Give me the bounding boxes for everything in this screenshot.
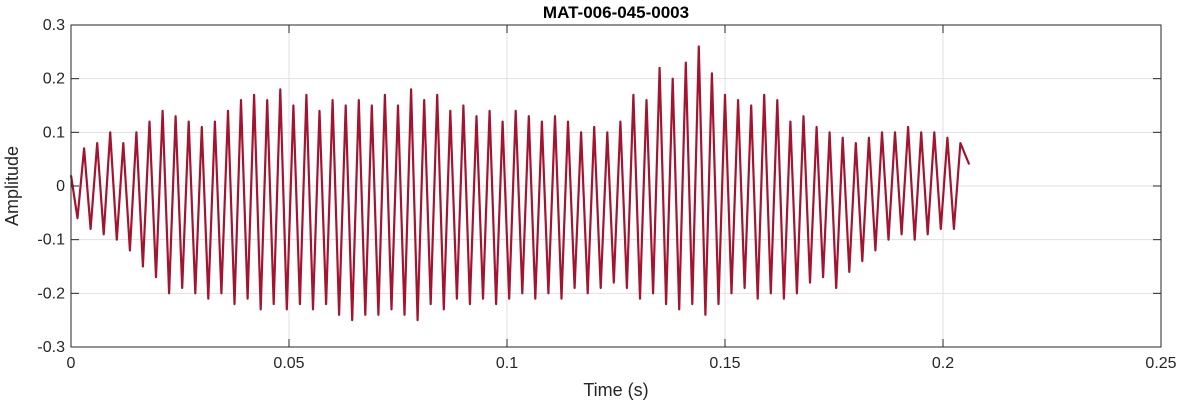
x-tick-label: 0.1	[496, 355, 518, 372]
axis-ticks	[70, 24, 1162, 348]
y-tick-label: 0.2	[43, 71, 65, 88]
y-tick-labels: -0.3 -0.2 -0.1 0 0.1 0.2 0.3	[37, 17, 65, 356]
x-tick-label: 0.05	[273, 355, 304, 372]
series-layer	[69, 45, 971, 322]
y-tick-label: -0.3	[37, 339, 65, 356]
x-tick-label: 0.2	[932, 355, 954, 372]
x-axis-title: Time (s)	[583, 380, 648, 400]
x-tick-labels: 0 0.05 0.1 0.15 0.2 0.25	[67, 355, 1177, 372]
x-tick-label: 0.25	[1145, 355, 1176, 372]
x-tick-label: 0.15	[709, 355, 740, 372]
y-tick-label: -0.1	[37, 232, 65, 249]
y-axis-title: Amplitude	[2, 146, 22, 226]
chart-title: MAT-006-045-0003	[543, 3, 689, 22]
y-tick-label: 0.3	[43, 17, 65, 34]
y-tick-label: -0.2	[37, 285, 65, 302]
y-tick-label: 0	[56, 178, 65, 195]
waveform-line	[69, 45, 971, 322]
x-tick-label: 0	[67, 355, 76, 372]
y-tick-label: 0.1	[43, 124, 65, 141]
